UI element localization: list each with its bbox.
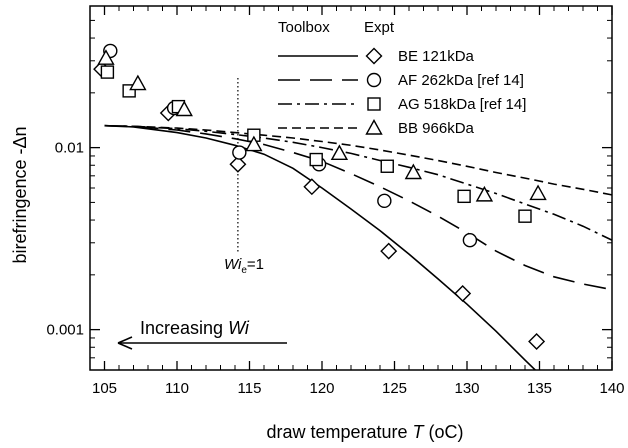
data-point-s4-7	[475, 185, 494, 202]
series-4-points	[97, 49, 547, 202]
legend-marker-2	[366, 72, 382, 88]
data-point-s1-4	[303, 178, 321, 196]
x-axis-title-symbol: T	[413, 422, 426, 442]
data-point-s1-6	[454, 284, 472, 302]
data-point-s4-3	[175, 100, 193, 117]
x-tick-label-135: 135	[527, 380, 552, 397]
model-curve-3	[104, 124, 612, 241]
plot-layer: 105 110 115 120 125 130 135 140 0.001 0.01	[46, 5, 625, 397]
legend-header-toolbox: Toolbox	[278, 19, 330, 36]
y-axis-title: birefringence -Δn	[10, 126, 30, 263]
data-point-s3-8	[518, 209, 532, 223]
increasing-wi-label: Increasing Wi	[140, 318, 250, 338]
data-point-s4-1	[97, 49, 115, 65]
legend-label-2: AF 262kDa [ref 14]	[398, 72, 524, 89]
wi-e-sub: e	[241, 265, 247, 276]
data-point-s1-3	[229, 155, 247, 173]
data-point-s4-4	[245, 135, 263, 152]
legend-label-4: BB 966kDa	[398, 120, 475, 137]
increasing-wi-italic: Wi	[228, 318, 250, 338]
legend-marker-3	[367, 97, 381, 111]
x-tick-label-110: 110	[165, 380, 189, 397]
legend-header-expt: Expt	[364, 19, 395, 36]
data-point-s4-5	[330, 144, 349, 161]
increasing-text: Increasing	[140, 318, 228, 338]
x-tick-label-125: 125	[382, 380, 407, 397]
wi-e-label: Wie=1	[224, 256, 264, 276]
data-point-s4-2	[129, 74, 147, 91]
data-point-s3-7	[457, 189, 471, 204]
legend-marker-1	[365, 47, 383, 65]
legend-label-3: AG 518kDa [ref 14]	[398, 96, 526, 113]
data-point-s1-7	[528, 333, 546, 351]
x-tick-label-120: 120	[309, 380, 334, 397]
wi-e-main: Wi	[224, 256, 242, 273]
data-point-s2-5	[377, 193, 392, 209]
model-curve-1	[104, 124, 537, 370]
increasing-wi-arrow-head	[117, 336, 133, 350]
data-point-s4-6	[404, 163, 423, 180]
x-tick-label-140: 140	[599, 380, 624, 397]
x-tick-label-130: 130	[454, 380, 479, 397]
legend-marker-4	[365, 119, 383, 135]
data-point-s3-5	[309, 152, 323, 167]
y-tick-label-0: 0.001	[46, 322, 84, 339]
data-point-s1-5	[380, 242, 398, 260]
x-axis-title: draw temperature T (oC)	[266, 422, 463, 442]
y-tick-label-1: 0.01	[55, 140, 84, 157]
x-tick-label-115: 115	[238, 380, 262, 397]
wi-e-rest: =1	[247, 256, 264, 273]
legend-label-1: BE 121kDa	[398, 48, 475, 65]
data-point-s3-1	[100, 65, 115, 79]
data-point-s3-6	[380, 159, 394, 173]
model-curves	[104, 124, 612, 370]
x-axis-title-unit: (oC)	[429, 422, 464, 442]
data-point-s2-6	[462, 232, 478, 248]
x-tick-label-105: 105	[92, 380, 117, 397]
model-curve-2	[104, 124, 612, 291]
x-axis-title-text: draw temperature	[266, 422, 407, 442]
model-curve-4	[104, 124, 612, 196]
plot-frame	[89, 5, 613, 371]
series-3-points	[100, 65, 532, 223]
data-point-s4-8	[529, 184, 547, 201]
data-point-s2-3	[232, 145, 247, 160]
